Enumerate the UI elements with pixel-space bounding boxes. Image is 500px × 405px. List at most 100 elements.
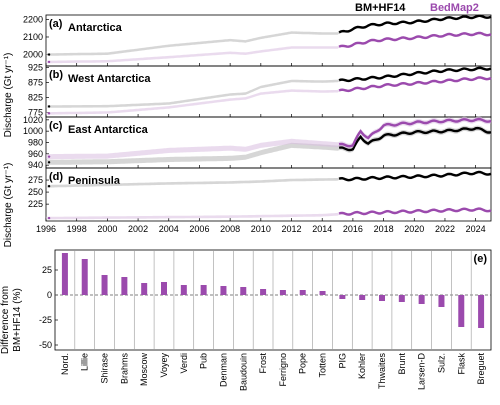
bar: [200, 285, 207, 295]
bar: [379, 295, 385, 301]
xtick-label: 2022: [435, 224, 455, 234]
bar: [240, 287, 247, 295]
bar: [279, 290, 286, 295]
panel-label: (c): [49, 120, 63, 132]
bar: [180, 285, 187, 295]
xtick-label: 2016: [343, 224, 363, 234]
bar-category-label: Nord.: [60, 353, 70, 375]
bar-category-label: Shirase: [100, 353, 110, 384]
panel-title: West Antarctica: [68, 73, 151, 85]
bar: [220, 286, 227, 295]
bar: [101, 275, 108, 295]
ytick-label: 960: [28, 149, 43, 159]
ytick-label: 980: [28, 138, 43, 148]
series-line: [338, 76, 492, 93]
ytick-label: 925: [28, 63, 43, 73]
uncertainty-band: [46, 170, 491, 188]
xtick-label: 2020: [404, 224, 424, 234]
series-point: [47, 53, 51, 56]
ytick-label: 775: [28, 108, 43, 118]
ytick-label: 2000: [23, 50, 43, 60]
bar-category-label: Baudouin: [238, 353, 248, 391]
xtick-label: 1998: [67, 224, 87, 234]
panel-label: (e): [474, 253, 488, 265]
legend-bm-hf14: BM+HF14: [355, 2, 406, 14]
bar: [398, 295, 405, 302]
bar: [458, 295, 465, 327]
bar: [478, 295, 485, 328]
bar: [81, 259, 88, 295]
bar-category-label: Brunt: [397, 353, 407, 375]
series-point: [47, 161, 51, 164]
series-line: [338, 31, 492, 48]
legend-bedmap2: BedMap2: [430, 2, 479, 14]
bar: [161, 282, 167, 295]
series-line: [338, 66, 492, 83]
ytick-label: 875: [28, 78, 43, 88]
bar-category-label: Flask: [456, 353, 466, 375]
series-line: [338, 117, 492, 148]
xtick-label: 2014: [312, 224, 332, 234]
bar-ytick-label: -25: [39, 315, 52, 325]
bar-ytick-label: -50: [39, 340, 52, 350]
xtick-label: 1996: [36, 224, 56, 234]
bar-category-label: Totten: [318, 353, 328, 378]
uncertainty-band: [46, 116, 491, 160]
series-line: [338, 207, 492, 216]
ytick-label: 225: [28, 199, 43, 209]
panel-title: East Antarctica: [68, 124, 149, 136]
panel-title: Antarctica: [68, 22, 123, 34]
uncertainty-band: [46, 207, 491, 220]
xtick-label: 2008: [220, 224, 240, 234]
bar-category-label: Pub: [199, 353, 209, 369]
xtick-label: 2018: [374, 224, 394, 234]
bar-category-label: Pope: [298, 353, 308, 374]
bar-category-label: Sulz.: [436, 353, 446, 373]
ytick-label: 275: [28, 175, 43, 185]
ylabel-top: Discharge (Gt yr⁻¹): [3, 53, 14, 138]
ylabel-bars: Difference fromBM+HF14 (%): [0, 286, 23, 354]
bar: [438, 295, 445, 307]
bar-category-label: Denman: [218, 353, 228, 387]
bar-category-label: Verdi: [179, 353, 189, 374]
series-point: [47, 105, 51, 108]
series-point: [47, 185, 51, 188]
bar: [359, 295, 366, 300]
ytick-label: 940: [28, 160, 43, 170]
panel-frame: [45, 167, 492, 222]
bar-category-label: Kohler: [357, 353, 367, 379]
xtick-label: 2002: [128, 224, 148, 234]
bar: [141, 283, 148, 295]
bar: [61, 253, 68, 295]
panel-label: (d): [49, 171, 63, 183]
series-point: [47, 112, 51, 115]
bar-category-label: Voyey: [159, 353, 169, 378]
bar: [319, 291, 326, 295]
xtick-label: 2000: [97, 224, 117, 234]
bar: [260, 289, 267, 295]
bar-ytick-label: 25: [42, 265, 52, 275]
ytick-label: 2200: [23, 14, 43, 24]
bar-category-label: Larsen-D: [417, 353, 427, 391]
bar: [339, 295, 346, 299]
ylabel-bottom: Discharge (Gt yr⁻¹): [3, 163, 14, 248]
bar-category-label: Thwaites: [377, 353, 387, 390]
ytick-label: 1000: [23, 126, 43, 136]
bar-category-label: Brahms: [119, 353, 129, 385]
ytick-label: 2100: [23, 32, 43, 42]
bar: [121, 277, 128, 295]
ytick-label: 1020: [23, 115, 43, 125]
bar-category-label: Ferrigno: [278, 353, 288, 387]
xtick-label: 2024: [466, 224, 486, 234]
bar: [418, 295, 425, 304]
bar-category-label: PIG: [337, 353, 347, 369]
bar: [299, 290, 306, 295]
bar-ytick-label: 0: [47, 290, 52, 300]
bar-category-label: Moscow: [139, 353, 149, 387]
xtick-label: 2012: [282, 224, 302, 234]
series-point: [47, 216, 51, 220]
bar-category-label: Breguet: [476, 353, 486, 385]
series-line: [338, 170, 492, 182]
panel-label: (a): [49, 18, 63, 30]
